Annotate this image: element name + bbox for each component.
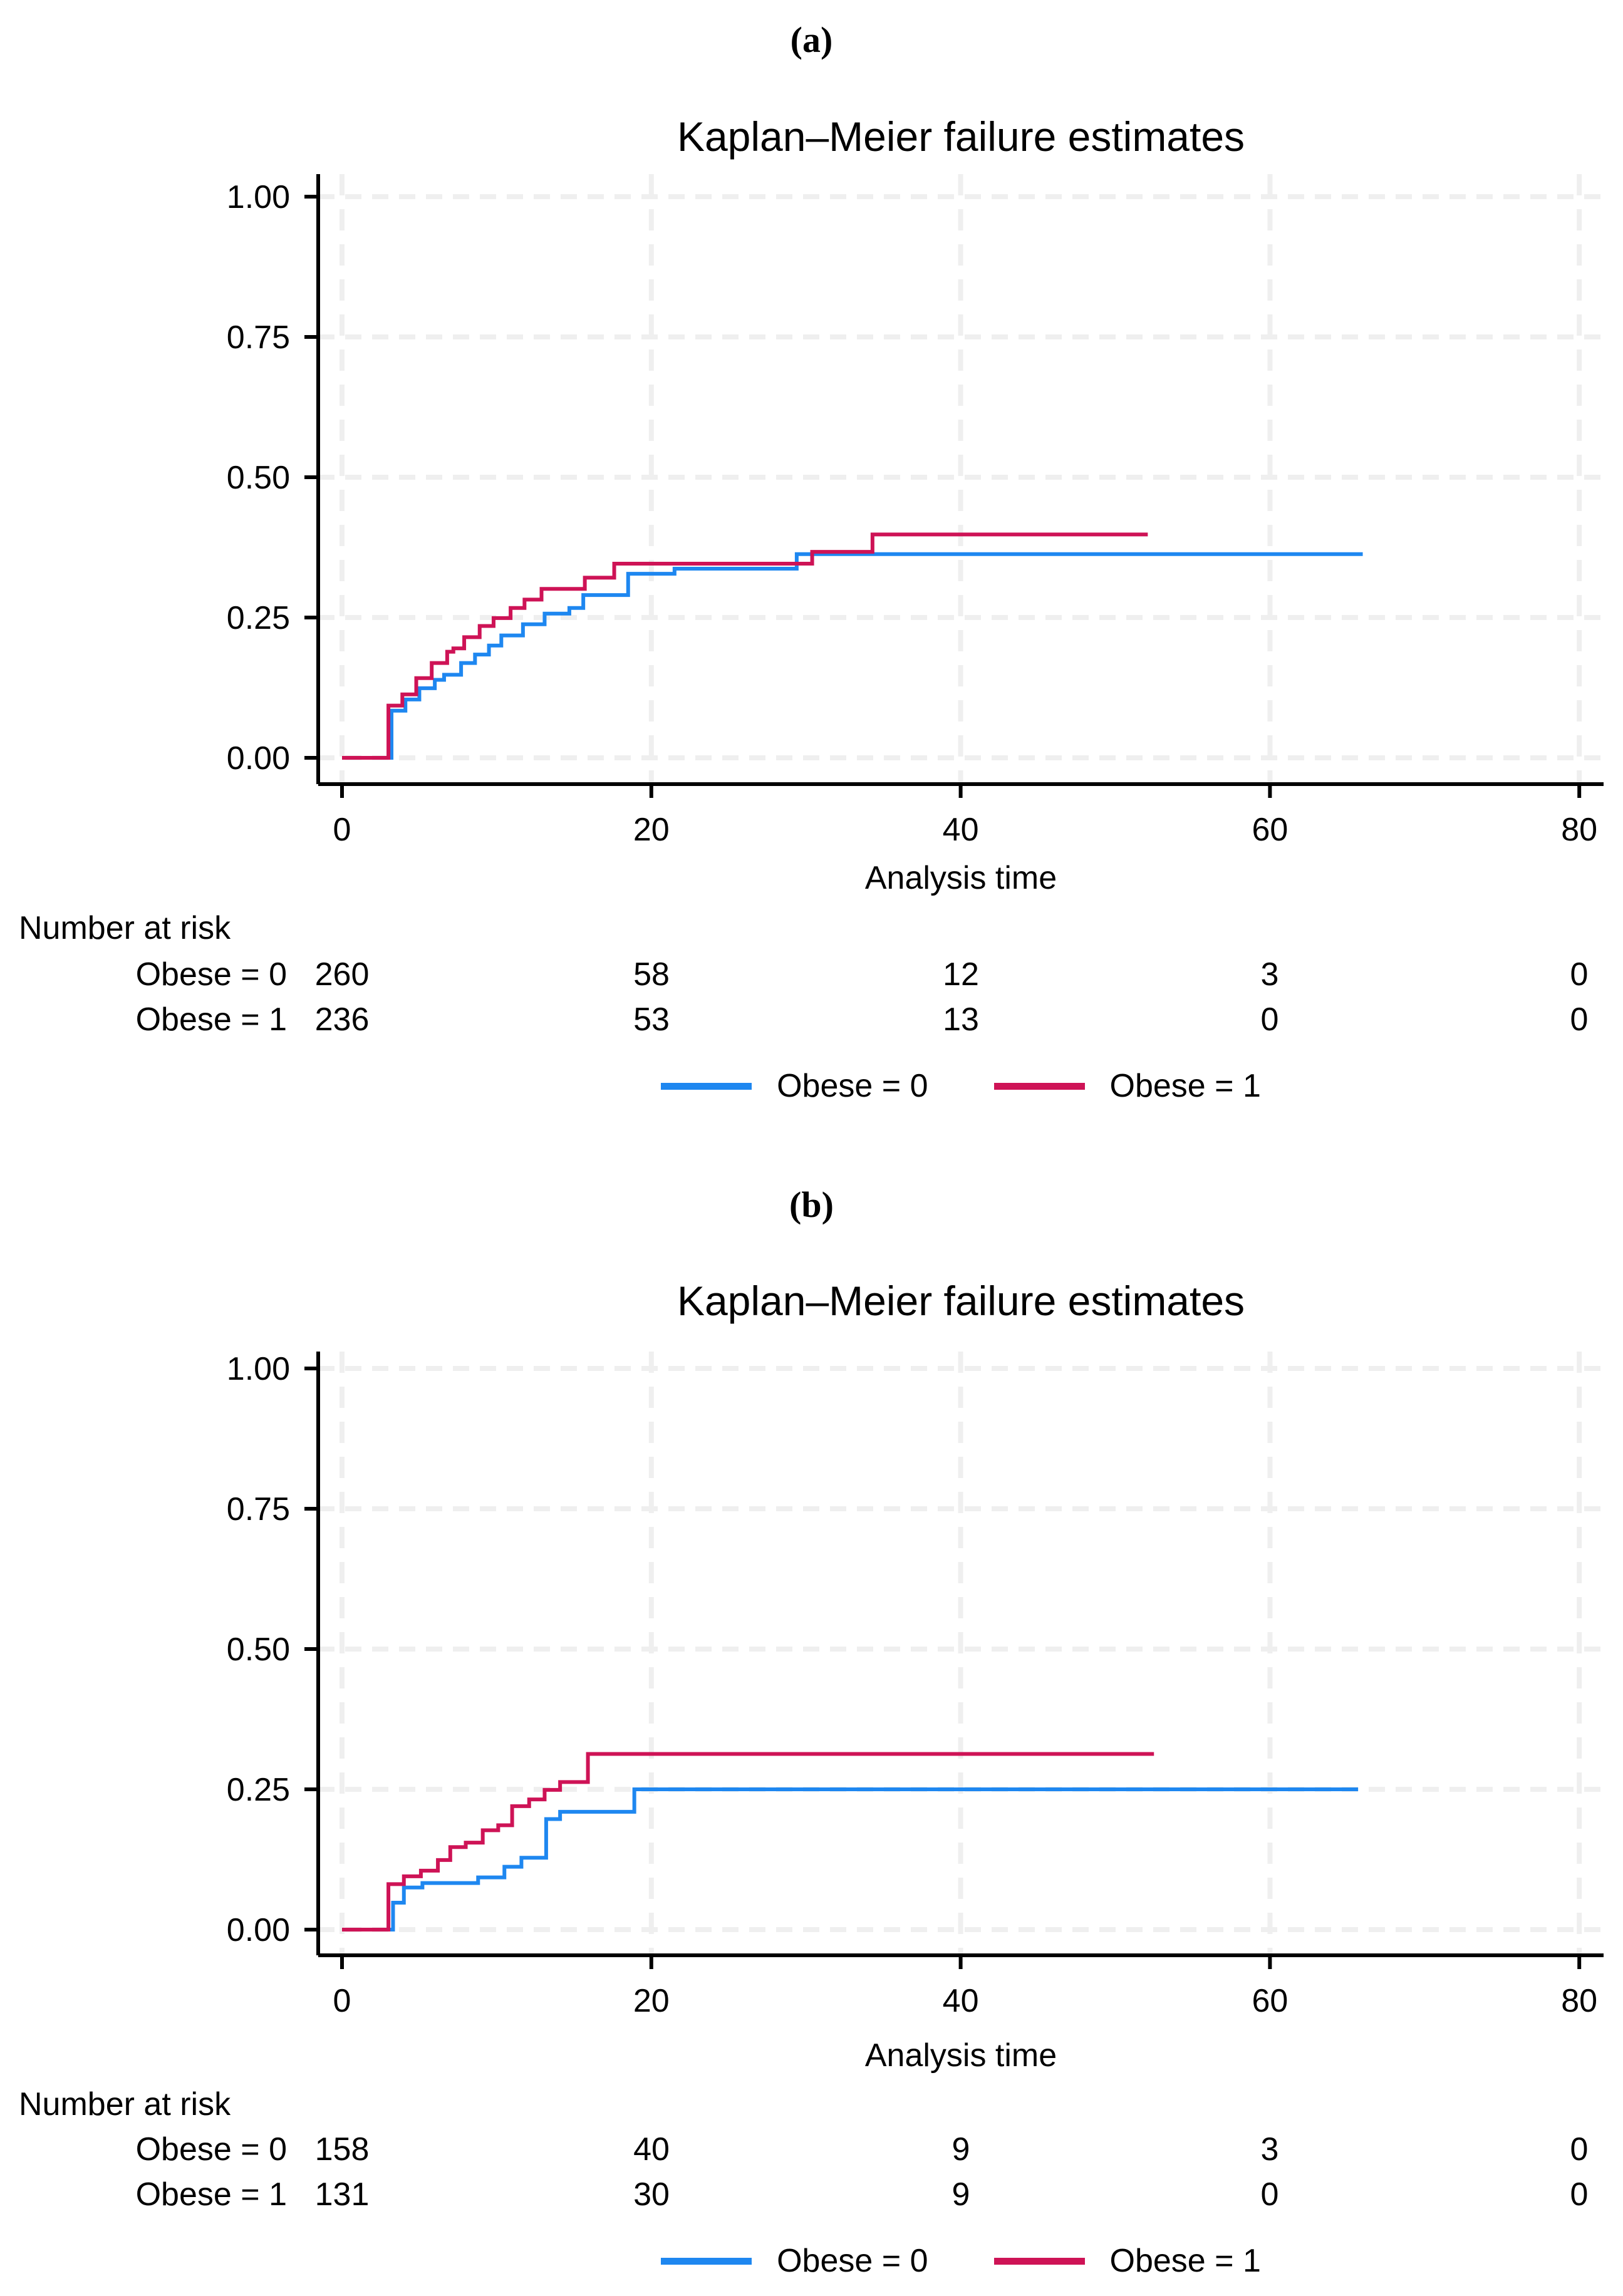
x-axis-label-a: Analysis time [864, 860, 1057, 896]
svg-text:40: 40 [943, 812, 979, 848]
at-risk-row: Obese = 1 236 53 13 0 0 [0, 1001, 1623, 1040]
obese0-line-swatch [661, 1082, 752, 1090]
at-risk-count: 0 [1260, 2176, 1279, 2213]
km-chart-b: 0.00 0.25 0.50 0.75 1.00 0 20 40 60 80 [227, 1351, 1604, 2019]
at-risk-row-label: Obese = 0 [135, 2131, 287, 2168]
chart-title-b: Kaplan–Meier failure estimates [677, 1278, 1245, 1324]
at-risk-count: 12 [943, 956, 979, 993]
at-risk-count: 3 [1260, 956, 1279, 993]
panel-label-b: (b) [789, 1184, 834, 1225]
at-risk-count: 0 [1570, 2176, 1589, 2213]
at-risk-row-label: Obese = 1 [135, 2176, 287, 2213]
at-risk-count: 158 [314, 2131, 370, 2168]
svg-text:80: 80 [1561, 1983, 1597, 2019]
at-risk-count: 236 [314, 1001, 370, 1038]
at-risk-row: Obese = 0 260 58 12 3 0 [0, 956, 1623, 995]
legend-item: Obese = 0 [661, 2242, 928, 2280]
obese1-line-swatch [993, 1082, 1085, 1090]
at-risk-count: 0 [1570, 2131, 1589, 2168]
km-chart-a: 0.00 0.25 0.50 0.75 1.00 0 20 40 60 80 [227, 174, 1604, 848]
svg-text:0.50: 0.50 [227, 460, 290, 496]
legend-item: Obese = 0 [661, 1067, 928, 1105]
at-risk-count: 30 [633, 2176, 670, 2213]
svg-text:0: 0 [333, 1983, 351, 2019]
at-risk-row: Obese = 1 131 30 9 0 0 [0, 2176, 1623, 2215]
legend-item: Obese = 1 [993, 1067, 1261, 1105]
at-risk-count: 58 [633, 956, 670, 993]
obese1-line-swatch [993, 2257, 1085, 2265]
svg-text:80: 80 [1561, 812, 1597, 848]
svg-text:0.75: 0.75 [227, 319, 290, 356]
svg-text:0: 0 [333, 812, 351, 848]
svg-text:0.75: 0.75 [227, 1491, 290, 1528]
legend-label: Obese = 1 [1109, 1068, 1261, 1104]
legend-item: Obese = 1 [993, 2242, 1261, 2280]
legend-label: Obese = 0 [777, 2243, 928, 2279]
svg-text:1.00: 1.00 [227, 179, 290, 215]
obese0-line-swatch [661, 2257, 752, 2265]
svg-text:60: 60 [1252, 812, 1288, 848]
at-risk-count: 13 [943, 1001, 979, 1038]
at-risk-count: 0 [1570, 956, 1589, 993]
number-at-risk-header-b: Number at risk [19, 2086, 231, 2123]
svg-text:40: 40 [943, 1983, 979, 2019]
at-risk-count: 0 [1570, 1001, 1589, 1038]
at-risk-count: 53 [633, 1001, 670, 1038]
legend-b: Obese = 0 Obese = 1 [318, 2242, 1604, 2280]
svg-text:0.00: 0.00 [227, 740, 290, 777]
number-at-risk-header-a: Number at risk [19, 910, 231, 946]
at-risk-row-label: Obese = 0 [135, 956, 287, 993]
svg-text:0.50: 0.50 [227, 1632, 290, 1668]
at-risk-row-label: Obese = 1 [135, 1001, 287, 1038]
svg-text:60: 60 [1252, 1983, 1288, 2019]
svg-text:1.00: 1.00 [227, 1351, 290, 1387]
chart-title-a: Kaplan–Meier failure estimates [677, 113, 1245, 160]
svg-text:20: 20 [633, 1983, 670, 2019]
at-risk-count: 9 [952, 2176, 970, 2213]
at-risk-row: Obese = 0 158 40 9 3 0 [0, 2131, 1623, 2169]
svg-text:0.25: 0.25 [227, 1772, 290, 1808]
at-risk-count: 0 [1260, 1001, 1279, 1038]
x-axis-label-b: Analysis time [864, 2037, 1057, 2074]
legend-a: Obese = 0 Obese = 1 [318, 1067, 1604, 1105]
svg-text:0.25: 0.25 [227, 600, 290, 636]
svg-text:0.00: 0.00 [227, 1912, 290, 1948]
at-risk-count: 40 [633, 2131, 670, 2168]
svg-text:20: 20 [633, 812, 670, 848]
legend-label: Obese = 1 [1109, 2243, 1261, 2279]
at-risk-count: 131 [314, 2176, 370, 2213]
at-risk-count: 260 [314, 956, 370, 993]
legend-label: Obese = 0 [777, 1068, 928, 1104]
at-risk-count: 9 [952, 2131, 970, 2168]
panel-label-a: (a) [790, 19, 833, 60]
at-risk-count: 3 [1260, 2131, 1279, 2168]
